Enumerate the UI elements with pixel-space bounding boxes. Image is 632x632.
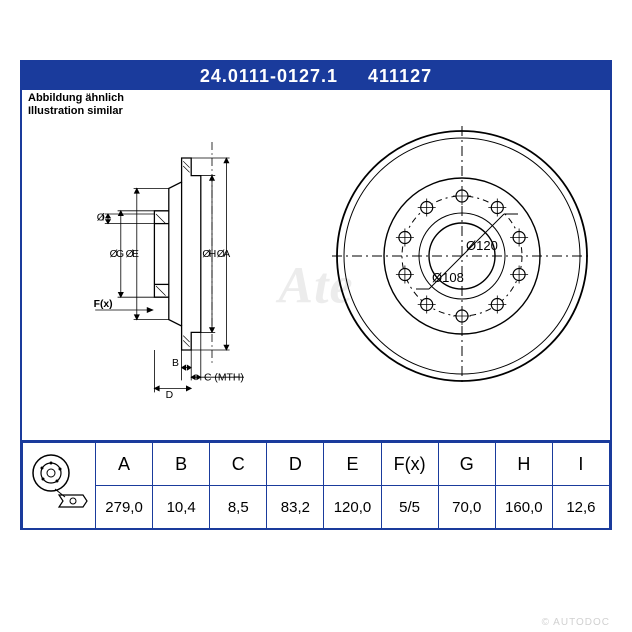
dim-f: F(x): [94, 299, 113, 310]
col-b: B: [153, 443, 210, 486]
part-number: 24.0111-0127.1: [200, 66, 338, 86]
val-h: 160,0: [495, 486, 552, 529]
val-f: 5/5: [381, 486, 438, 529]
col-g: G: [438, 443, 495, 486]
dim-i: I: [102, 212, 105, 223]
col-a: A: [96, 443, 153, 486]
spec-table-wrap: A B C D E F(x) G H I 279,0 10,4 8,5 83,2…: [22, 440, 610, 528]
val-a: 279,0: [96, 486, 153, 529]
val-b: 10,4: [153, 486, 210, 529]
col-h: H: [495, 443, 552, 486]
table-header-row: A B C D E F(x) G H I: [23, 443, 610, 486]
front-view: Ø120 Ø108: [332, 126, 592, 386]
val-e: 120,0: [324, 486, 381, 529]
col-c: C: [210, 443, 267, 486]
diagram-area: Ø I Ø G Ø E Ø H Ø A F(x) B C (MTH) D: [22, 90, 610, 440]
product-icon-cell: [23, 443, 96, 529]
cross-section-view: Ø I Ø G Ø E Ø H Ø A F(x) B C (MTH) D: [92, 126, 252, 406]
canvas: 24.0111-0127.1 411127 Abbildung ähnlich …: [0, 0, 632, 632]
col-e: E: [324, 443, 381, 486]
dim-c: C (MTH): [204, 372, 244, 383]
header-bar: 24.0111-0127.1 411127: [22, 62, 610, 90]
footer-copyright: © AUTODOC: [542, 617, 610, 628]
dim-e: E: [132, 249, 139, 260]
brake-disc-icon: [29, 451, 89, 515]
spec-table: A B C D E F(x) G H I 279,0 10,4 8,5 83,2…: [22, 442, 610, 529]
dim-b: B: [172, 358, 179, 369]
col-i: I: [552, 443, 609, 486]
val-d: 83,2: [267, 486, 324, 529]
front-outer-dia: Ø120: [466, 238, 498, 253]
val-i: 12,6: [552, 486, 609, 529]
dim-a: A: [223, 249, 230, 260]
spec-sheet-frame: 24.0111-0127.1 411127 Abbildung ähnlich …: [20, 60, 612, 530]
col-f: F(x): [381, 443, 438, 486]
short-number: 411127: [368, 66, 432, 86]
dim-d: D: [166, 390, 174, 401]
val-g: 70,0: [438, 486, 495, 529]
col-d: D: [267, 443, 324, 486]
table-value-row: 279,0 10,4 8,5 83,2 120,0 5/5 70,0 160,0…: [23, 486, 610, 529]
dim-h: H: [209, 249, 217, 260]
val-c: 8,5: [210, 486, 267, 529]
front-inner-dia: Ø108: [432, 270, 464, 285]
dim-g: G: [116, 249, 124, 260]
